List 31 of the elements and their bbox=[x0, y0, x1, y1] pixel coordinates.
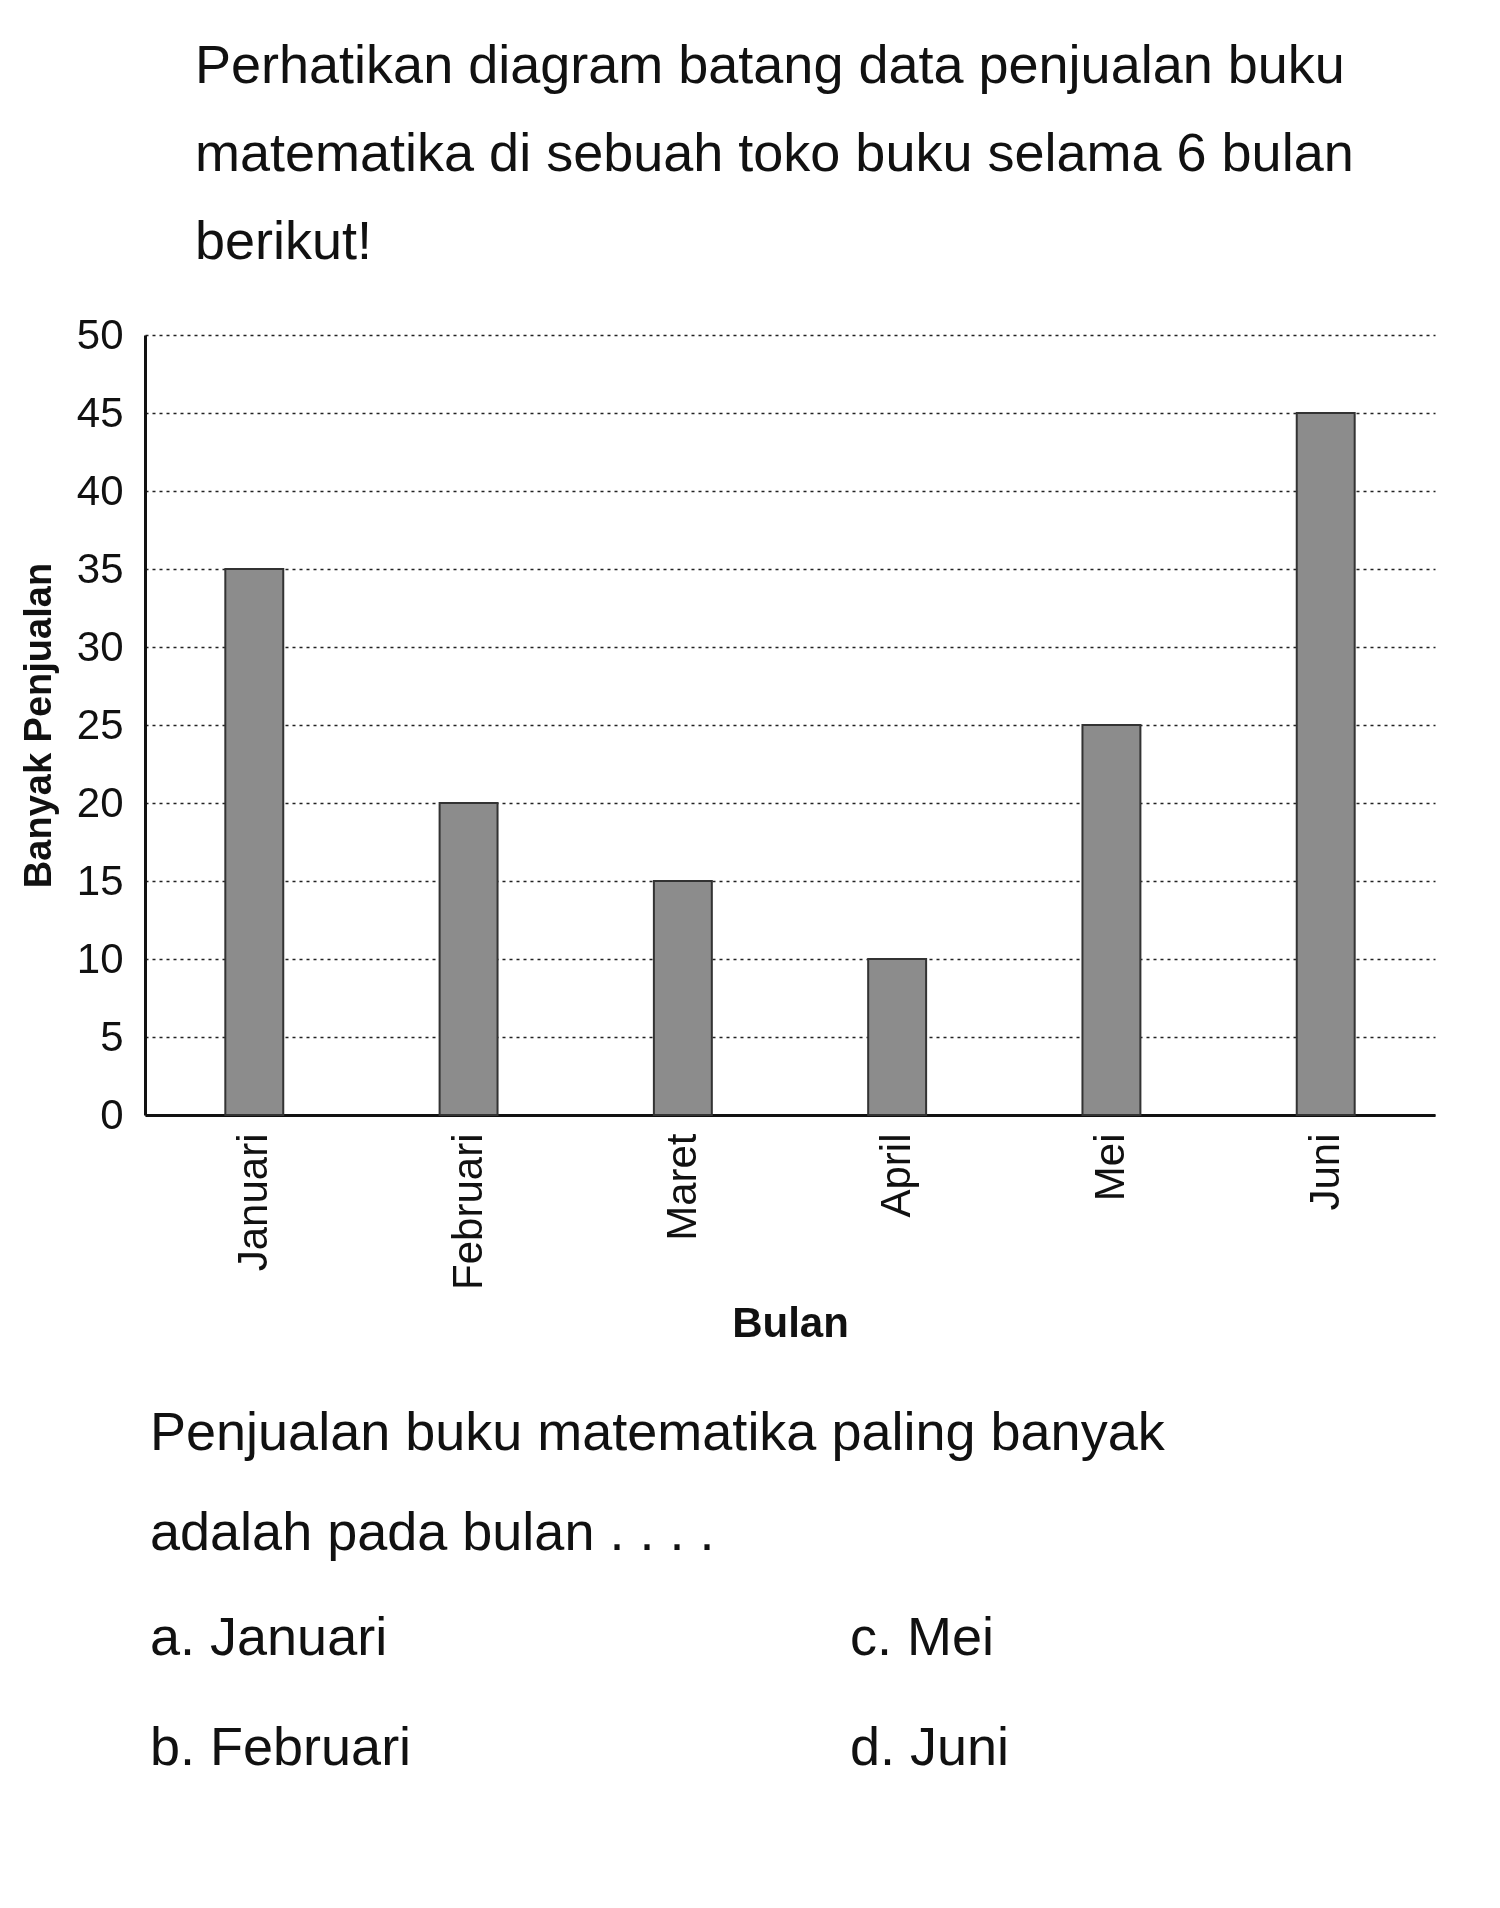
bar bbox=[224, 568, 285, 1116]
y-tick-label: 40 bbox=[76, 466, 124, 514]
y-tick-label: 10 bbox=[76, 934, 124, 982]
x-tick-label: April bbox=[872, 1133, 920, 1218]
x-tick-label: Januari bbox=[229, 1133, 277, 1272]
y-tick-label: 50 bbox=[76, 310, 124, 358]
text: a. Januari bbox=[150, 1605, 389, 1668]
y-axis-title: Banyak Penjualan bbox=[16, 562, 59, 889]
y-tick-label: 0 bbox=[100, 1090, 124, 1138]
x-tick-label: Juni bbox=[1300, 1133, 1348, 1211]
y-tick-label: 45 bbox=[76, 388, 124, 436]
text: Penjualan buku matematika paling banyak adalah pada bulan . . . . bbox=[149, 1400, 1166, 1563]
bar bbox=[438, 802, 499, 1116]
y-tick-label: 5 bbox=[100, 1012, 124, 1060]
chart-title: Perhatikan diagram batang data penjualan buku matematika di sebuah toko buku selama 6 bulan berikut! bbox=[194, 33, 1355, 272]
text: d. Juni bbox=[850, 1715, 1011, 1778]
x-tick-label: Mei bbox=[1086, 1133, 1134, 1202]
x-axis-title: Bulan bbox=[732, 1298, 849, 1346]
y-tick-label: 20 bbox=[76, 778, 124, 826]
x-tick-label: Maret bbox=[657, 1133, 705, 1241]
y-tick-label: 30 bbox=[76, 622, 124, 670]
x-tick-label: Februari bbox=[443, 1133, 491, 1290]
y-tick-label: 25 bbox=[76, 700, 124, 748]
bar bbox=[652, 880, 713, 1116]
bar bbox=[1295, 412, 1356, 1116]
text: b. Februari bbox=[150, 1715, 413, 1778]
text: c. Mei bbox=[850, 1605, 996, 1668]
y-tick-label: 35 bbox=[76, 544, 124, 592]
bar bbox=[867, 958, 928, 1116]
y-tick-label: 15 bbox=[76, 856, 124, 904]
bar bbox=[1081, 724, 1142, 1116]
